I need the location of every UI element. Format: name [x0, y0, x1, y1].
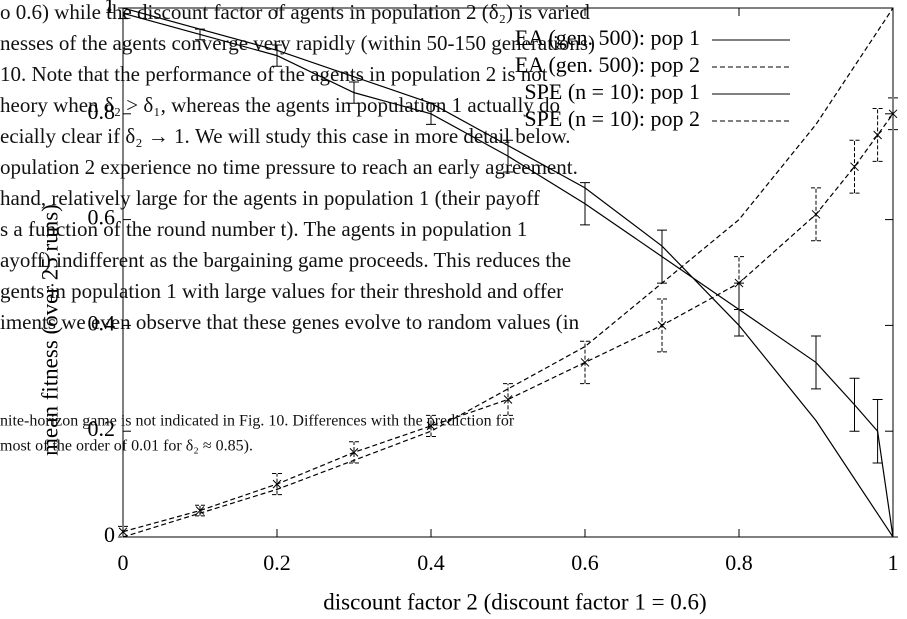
error-bar — [349, 81, 359, 104]
y-tick-label: 1 — [104, 0, 115, 18]
x-marker — [580, 358, 590, 367]
x-tick-label: 0.4 — [417, 550, 445, 575]
y-tick-label: 0.4 — [88, 310, 116, 335]
x-axis-label: discount factor 2 (discount factor 1 = 0… — [323, 589, 706, 614]
paper-line: iments we even observe that these genes … — [0, 310, 580, 334]
error-bar — [580, 182, 590, 226]
x-marker — [873, 130, 882, 140]
x-marker — [850, 162, 859, 172]
error-bar — [349, 441, 359, 464]
x-marker — [349, 448, 359, 457]
legend-label: SPE (n = 10): pop 2 — [524, 106, 700, 131]
error-bar — [272, 44, 282, 67]
error-bar — [872, 398, 883, 464]
y-tick-label: 0.6 — [88, 205, 116, 230]
x-marker — [272, 479, 282, 489]
x-tick-label: 0 — [118, 550, 129, 575]
error-bar — [849, 377, 860, 432]
paper-line: ayoff) indifferent as the bargaining gam… — [0, 248, 571, 272]
error-bar — [657, 229, 667, 284]
paper-line: nesses of the agents converge very rapid… — [0, 31, 595, 55]
paper-line: heory when δ₂ > δ₁, whereas the agents i… — [0, 93, 560, 117]
x-marker — [657, 321, 667, 330]
series-line — [122, 7, 894, 538]
paper-line: 10. Note that the performance of the age… — [0, 62, 548, 86]
error-bar — [272, 473, 282, 496]
paper-line: gents in population 1 with large values … — [0, 279, 563, 303]
series-line — [122, 7, 894, 538]
y-tick-label: 0.2 — [88, 416, 116, 441]
y-axis-label: mean fitness (over 25 runs) — [37, 204, 62, 456]
error-bar — [195, 504, 205, 517]
footnote-line: most of the order of 0.01 for δ₂ ≈ 0.85)… — [0, 438, 253, 455]
x-marker — [734, 278, 744, 288]
legend-label: SPE (n = 10): pop 1 — [524, 79, 700, 104]
x-tick-label: 1 — [888, 550, 899, 575]
paper-line: opulation 2 experience no time pressure … — [0, 155, 578, 179]
x-tick-label: 0.2 — [263, 550, 291, 575]
x-marker — [118, 527, 128, 537]
x-marker — [503, 395, 513, 404]
legend-label: EA (gen. 500): pop 1 — [515, 25, 700, 50]
x-tick-label: 0.8 — [725, 550, 753, 575]
paper-line: s a function of the round number t). The… — [0, 217, 527, 241]
error-bar — [426, 414, 436, 437]
y-tick-label: 0 — [104, 522, 115, 547]
y-tick-label: 0.8 — [88, 99, 116, 124]
plot-frame — [122, 7, 894, 538]
x-marker — [426, 421, 436, 431]
x-marker — [888, 109, 898, 119]
paper-line: o 0.6) while the discount factor of agen… — [0, 0, 590, 24]
paper-line: hand, relatively large for the agents in… — [0, 186, 540, 210]
legend-label: EA (gen. 500): pop 2 — [515, 52, 700, 77]
x-marker — [195, 506, 205, 515]
error-bar — [811, 335, 821, 390]
paper-line: ecially clear if δ₂ → 1. We will study t… — [0, 124, 571, 148]
footnote-line: nite-horizon game is not indicated in Fi… — [0, 413, 515, 430]
x-tick-label: 0.6 — [571, 550, 599, 575]
x-marker — [811, 209, 821, 219]
